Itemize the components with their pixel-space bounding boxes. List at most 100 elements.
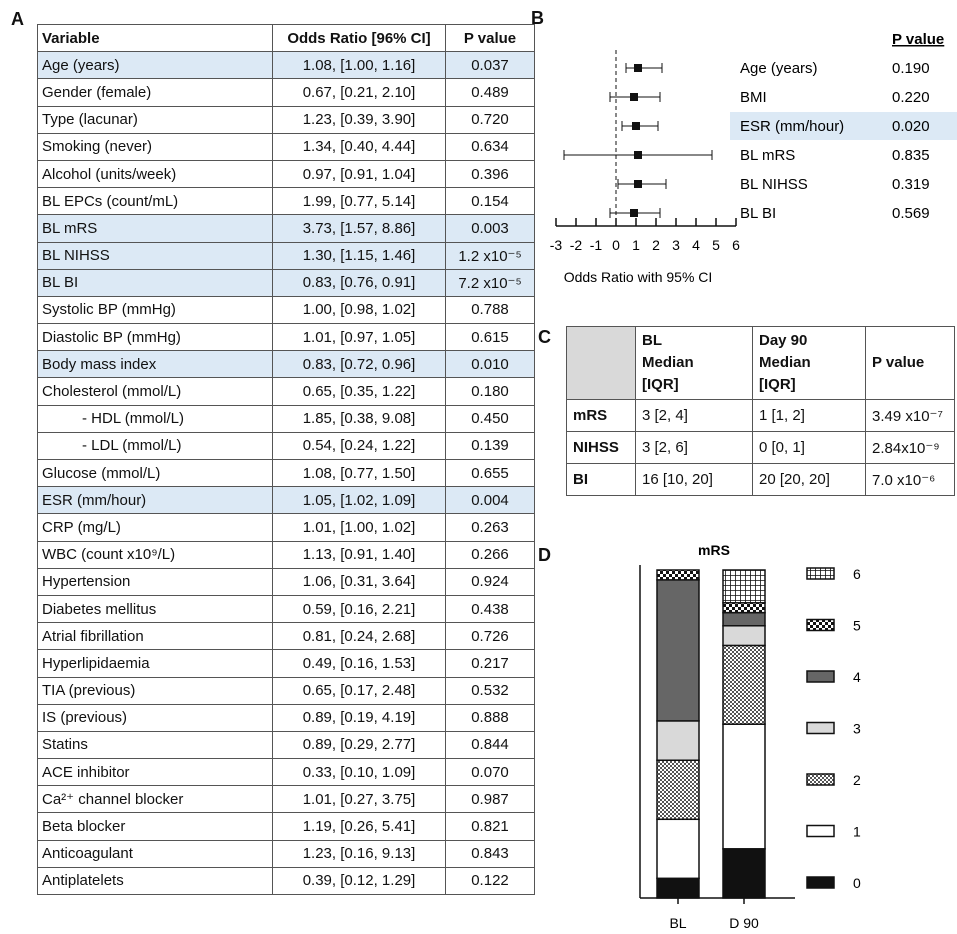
p-value-cell: 0.263 xyxy=(445,513,535,542)
table-row: - LDL (mmol/L) 0.54, [0.24, 1.22] 0.139 xyxy=(37,431,535,461)
p-value-cell: 7.2 x10⁻⁵ xyxy=(445,268,535,297)
p-value-cell: 0.489 xyxy=(445,78,535,107)
table-row: IS (previous) 0.89, [0.19, 4.19] 0.888 xyxy=(37,703,535,732)
legend-swatch-6 xyxy=(806,567,835,580)
forest-point xyxy=(630,209,638,217)
median-comparison-table: BL Median [IQR] Day 90 Median [IQR] P value … xyxy=(566,326,955,496)
bar-segment-3 xyxy=(722,625,766,647)
table-row: BL mRS 3.73, [1.57, 8.86] 0.003 xyxy=(37,214,535,243)
forest-row-p-value: 0.569 xyxy=(892,205,930,222)
legend-label: 1 xyxy=(853,824,861,840)
p-value-cell: 0.655 xyxy=(445,458,535,488)
median-table-header: BL Median [IQR] Day 90 Median [IQR] P value xyxy=(566,326,955,400)
variable-cell: WBC (count x10⁹/L) xyxy=(37,540,273,569)
panel-letter-a: A xyxy=(11,9,24,29)
p-value-cell: 0.788 xyxy=(445,295,535,325)
header-blank xyxy=(566,326,636,400)
p-value-cell: 0.003 xyxy=(445,214,535,243)
variable-cell: Atrial fibrillation xyxy=(37,622,273,651)
p-value-cell: 0.450 xyxy=(445,404,535,433)
bar-segment-5 xyxy=(722,602,766,614)
odds-ratio-cell: 1.23, [0.39, 3.90] xyxy=(272,105,446,134)
p-value-cell: 2.84x10⁻⁹ xyxy=(865,431,955,464)
odds-ratio-cell: 0.67, [0.21, 2.10] xyxy=(272,78,446,107)
p-value-cell: 1.2 x10⁻⁵ xyxy=(445,241,535,270)
table-row: BL EPCs (count/mL) 1.99, [0.77, 5.14] 0.15… xyxy=(37,187,535,216)
forest-row-p-value: 0.319 xyxy=(892,176,930,193)
forest-x-tick-label: 2 xyxy=(652,237,660,253)
legend-label: 5 xyxy=(853,618,861,634)
forest-x-tick-label: 4 xyxy=(692,237,700,253)
legend-label: 3 xyxy=(853,721,861,737)
p-value-cell: 0.821 xyxy=(445,812,535,841)
forest-row-highlight xyxy=(730,112,957,140)
table-row: BL NIHSS 1.30, [1.15, 1.46] 1.2 x10⁻⁵ xyxy=(37,241,535,270)
table-row: TIA (previous) 0.65, [0.17, 2.48] 0.532 xyxy=(37,676,535,705)
table-row: Ca²⁺ channel blocker 1.01, [0.27, 3.75] 0.… xyxy=(37,785,535,814)
table-row: Diabetes mellitus 0.59, [0.16, 2.21] 0.438 xyxy=(37,594,535,624)
forest-row-p-value: 0.835 xyxy=(892,147,930,164)
row-label-cell: mRS xyxy=(566,399,636,432)
mrs-stacked-bar-chart: mRS BL D 90 6 5 4 3 2 1 0 xyxy=(639,542,861,931)
odds-ratio-cell: 1.19, [0.26, 5.41] xyxy=(272,812,446,841)
legend-label: 4 xyxy=(853,669,861,685)
p-value-cell: 0.070 xyxy=(445,758,535,787)
variable-cell: Smoking (never) xyxy=(37,132,273,161)
variable-cell: Age (years) xyxy=(37,51,273,80)
forest-row-label: BMI xyxy=(740,89,767,106)
stacked-category-label: BL xyxy=(669,915,686,931)
header-bl-median: BL Median [IQR] xyxy=(635,326,753,400)
variable-cell: - LDL (mmol/L) xyxy=(37,431,273,461)
variable-cell: Gender (female) xyxy=(37,78,273,107)
p-value-cell: 0.010 xyxy=(445,350,535,379)
table-row: Antiplatelets 0.39, [0.12, 1.29] 0.122 xyxy=(37,866,535,896)
forest-row-label: Age (years) xyxy=(740,60,818,77)
p-value-cell: 0.726 xyxy=(445,622,535,651)
d90-cell: 1 [1, 2] xyxy=(752,399,866,432)
odds-ratio-cell: 0.89, [0.29, 2.77] xyxy=(272,730,446,760)
stacked-chart-title: mRS xyxy=(698,542,730,558)
p-value-cell: 0.438 xyxy=(445,594,535,624)
table-row: Type (lacunar) 1.23, [0.39, 3.90] 0.720 xyxy=(37,105,535,134)
variable-cell: TIA (previous) xyxy=(37,676,273,705)
variable-cell: - HDL (mmol/L) xyxy=(37,404,273,433)
odds-ratio-cell: 3.73, [1.57, 8.86] xyxy=(272,214,446,243)
table-row: ACE inhibitor 0.33, [0.10, 1.09] 0.070 xyxy=(37,758,535,787)
p-value-cell: 0.843 xyxy=(445,839,535,868)
p-value-cell: 7.0 x10⁻⁶ xyxy=(865,463,955,496)
variable-cell: Hyperlipidaemia xyxy=(37,649,273,678)
row-label-cell: NIHSS xyxy=(566,431,636,464)
variable-cell: BL NIHSS xyxy=(37,241,273,270)
table-row: Gender (female) 0.67, [0.21, 2.10] 0.489 xyxy=(37,78,535,107)
variable-cell: Antiplatelets xyxy=(37,866,273,896)
forest-row-label: BL NIHSS xyxy=(740,176,808,193)
variable-cell: IS (previous) xyxy=(37,703,273,732)
table-row: Atrial fibrillation 0.81, [0.24, 2.68] 0.7… xyxy=(37,622,535,651)
odds-ratio-cell: 0.81, [0.24, 2.68] xyxy=(272,622,446,651)
header-p-value: P value xyxy=(445,23,535,53)
table-row: Beta blocker 1.19, [0.26, 5.41] 0.821 xyxy=(37,812,535,841)
bl-cell: 3 [2, 4] xyxy=(635,399,753,432)
p-value-cell: 0.720 xyxy=(445,105,535,134)
table-row: Anticoagulant 1.23, [0.16, 9.13] 0.843 xyxy=(37,839,535,868)
p-value-cell: 0.037 xyxy=(445,51,535,80)
p-value-cell: 3.49 x10⁻⁷ xyxy=(865,399,955,432)
variable-cell: BL BI xyxy=(37,268,273,297)
bl-cell: 3 [2, 6] xyxy=(635,431,753,464)
forest-x-axis-label: Odds Ratio with 95% CI xyxy=(564,269,713,285)
p-value-cell: 0.924 xyxy=(445,567,535,596)
bar-segment-0 xyxy=(722,848,766,899)
odds-ratio-cell: 0.97, [0.91, 1.04] xyxy=(272,159,446,189)
variable-cell: ESR (mm/hour) xyxy=(37,486,273,515)
bar-segment-2 xyxy=(656,759,700,821)
p-value-cell: 0.987 xyxy=(445,785,535,814)
forest-x-tick-label: -3 xyxy=(550,237,563,253)
bar-segment-5 xyxy=(656,569,700,581)
odds-ratio-cell: 0.33, [0.10, 1.09] xyxy=(272,758,446,787)
stacked-category-label: D 90 xyxy=(729,915,759,931)
d90-cell: 0 [0, 1] xyxy=(752,431,866,464)
p-value-cell: 0.888 xyxy=(445,703,535,732)
table-row: Diastolic BP (mmHg) 1.01, [0.97, 1.05] 0.6… xyxy=(37,323,535,352)
forest-x-tick-label: 6 xyxy=(732,237,740,253)
forest-row-label: BL BI xyxy=(740,205,776,222)
